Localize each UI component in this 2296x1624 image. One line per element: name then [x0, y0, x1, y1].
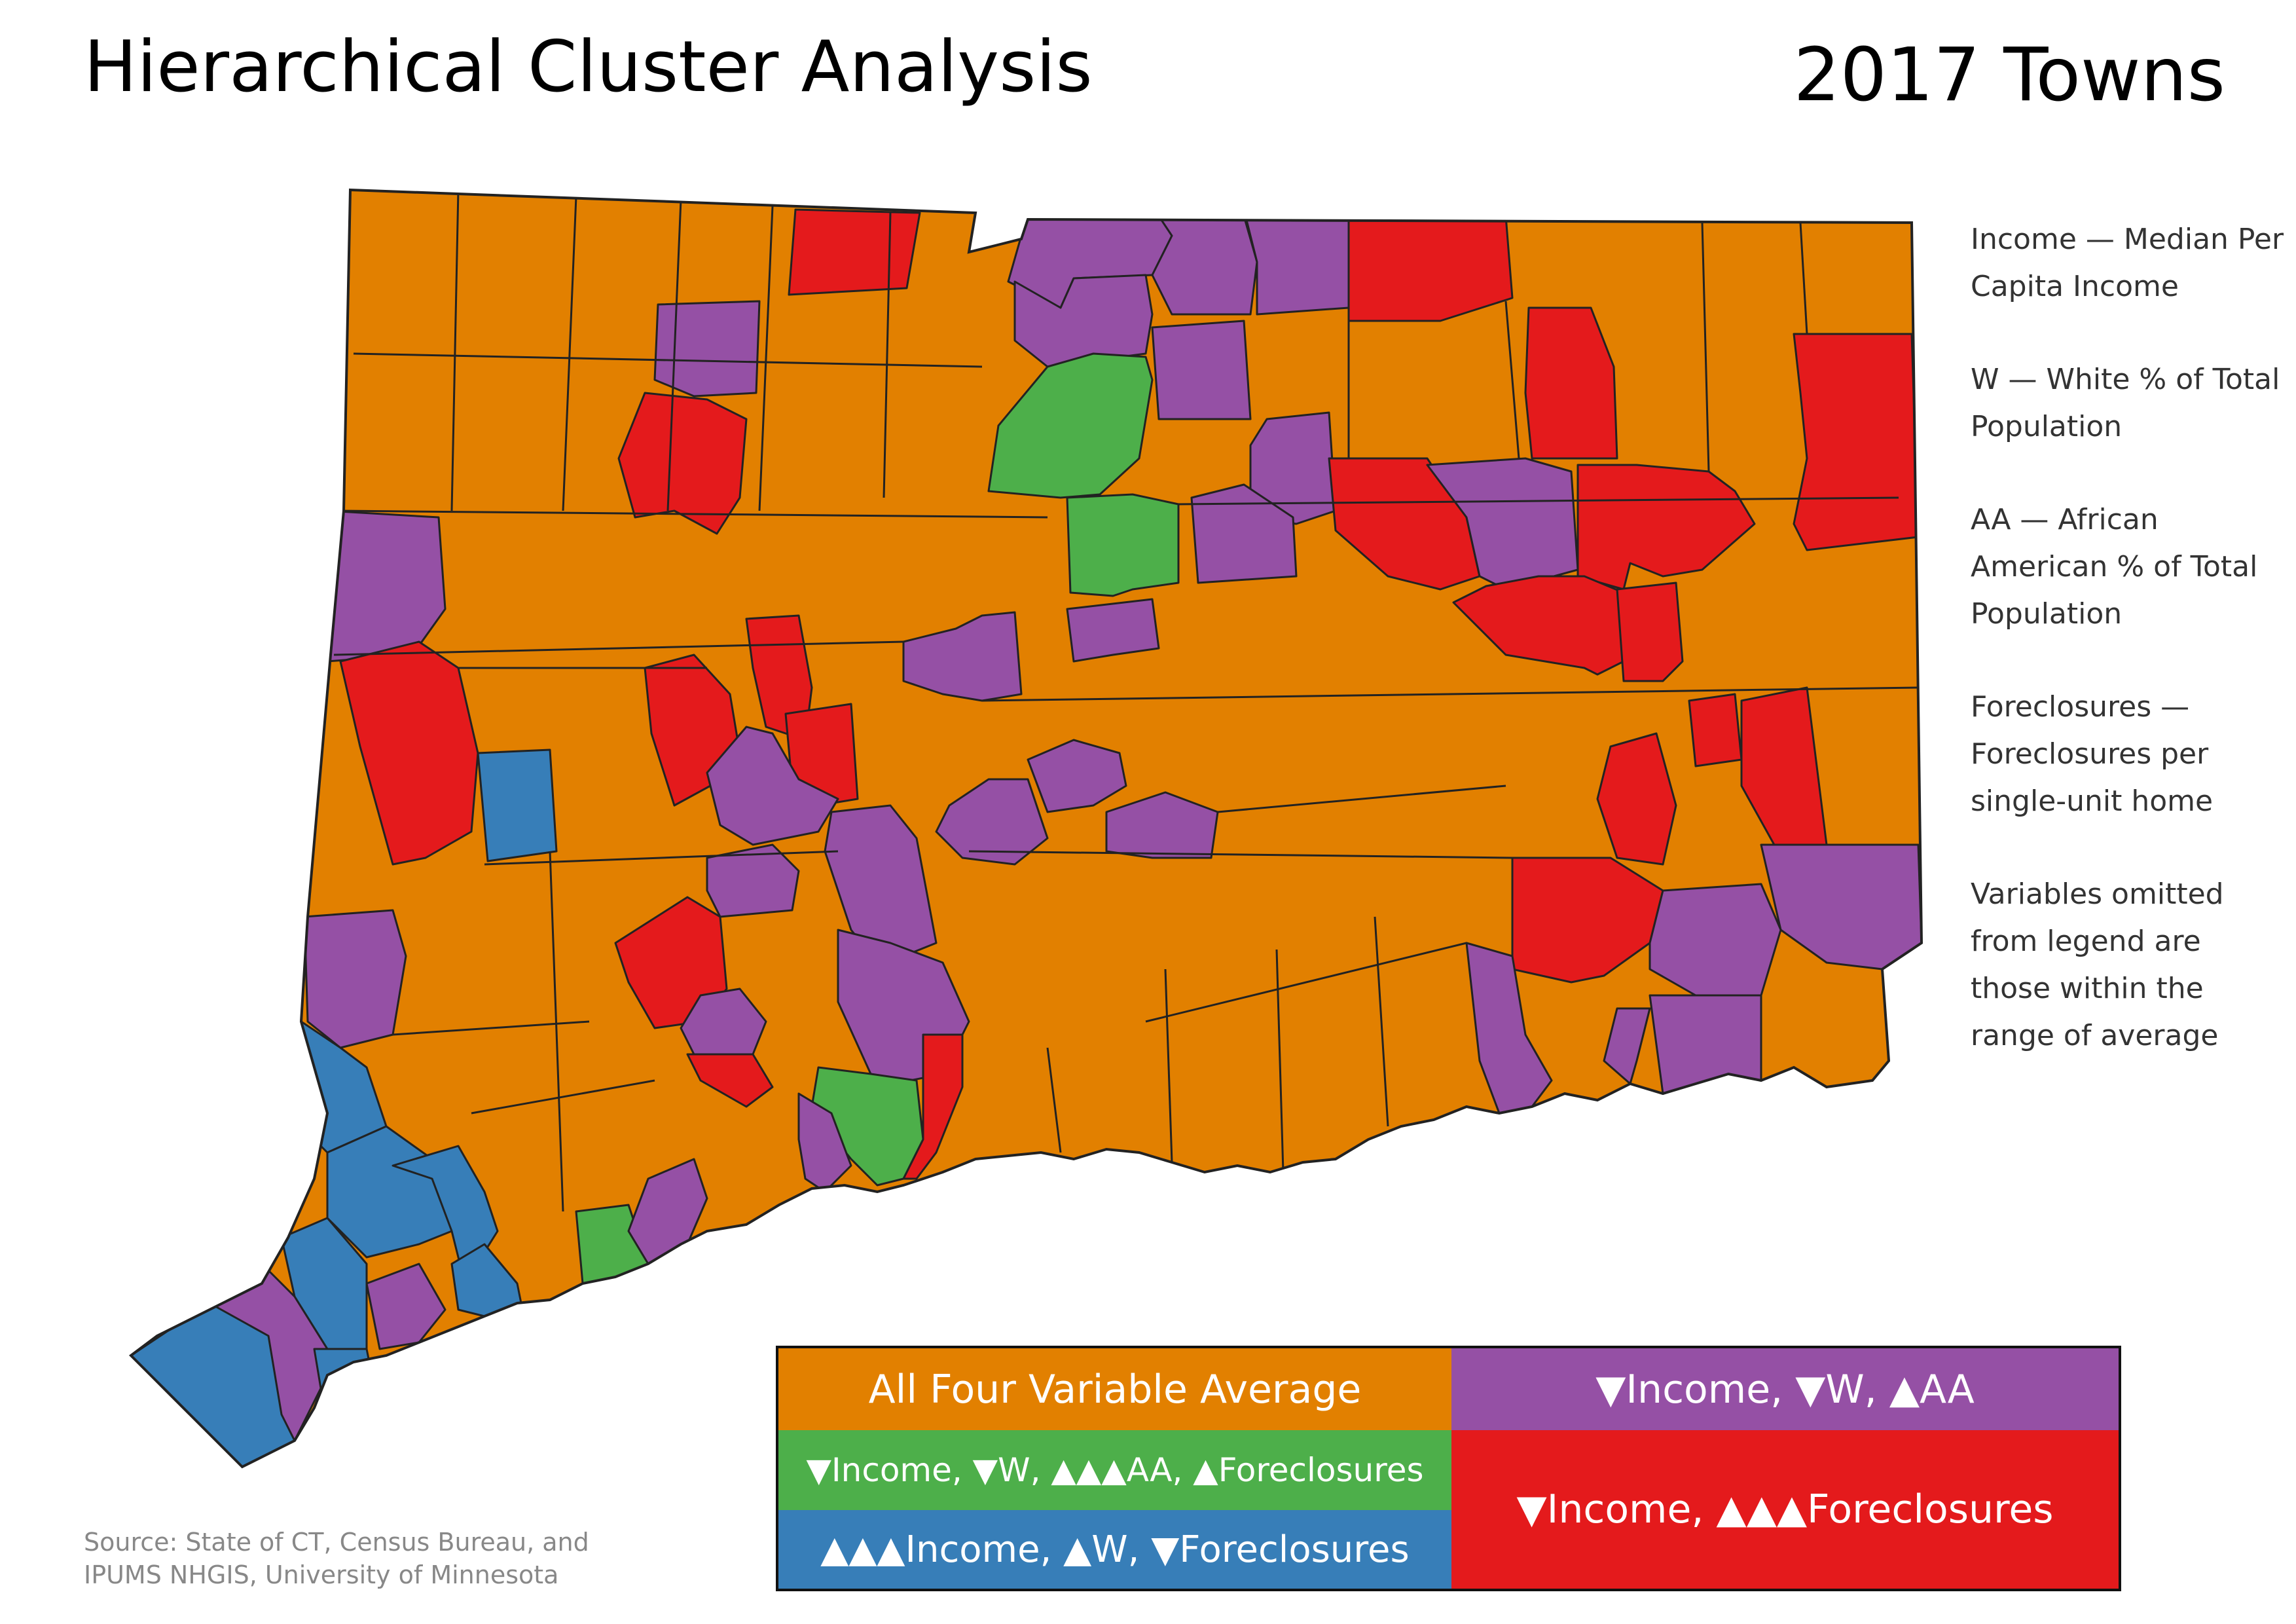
town-region: [1066, 493, 1180, 597]
town-region: [706, 726, 839, 846]
town-region: [1603, 1007, 1651, 1085]
town-boundary: [1374, 916, 1389, 1127]
cluster-legend: All Four Variable Average ▼Income, ▼W, ▲…: [776, 1346, 2121, 1591]
town-boundary: [1217, 784, 1506, 813]
town-boundary: [1799, 222, 1808, 335]
town-region: [1511, 857, 1664, 984]
town-region: [902, 611, 1023, 702]
town-region: [303, 909, 407, 1049]
note-income: Income — Median Per Capita Income: [1971, 223, 2284, 303]
note-foreclosures: Foreclosures — Foreclosures per single-u…: [1971, 690, 2214, 818]
town-region: [1066, 598, 1160, 663]
town-boundary: [1275, 949, 1285, 1173]
legend-red-cluster: ▼Income, ▲▲▲Foreclosures: [1451, 1430, 2119, 1589]
town-region: [365, 1263, 446, 1350]
town-region: [1151, 320, 1252, 420]
source-line-1: Source: State of CT, Census Bureau, and: [84, 1528, 589, 1557]
town-boundary: [450, 190, 460, 511]
town-boundary: [883, 212, 892, 498]
town-region: [1347, 215, 1514, 322]
town-region: [686, 1053, 774, 1108]
town-region: [1688, 693, 1743, 767]
legend-green-cluster: ▼Income, ▼W, ▲▲▲AA, ▲Foreclosures: [778, 1430, 1451, 1510]
town-region: [1105, 791, 1219, 859]
town-region: [1793, 333, 1920, 551]
town-region: [1027, 739, 1127, 813]
town-region: [1465, 942, 1553, 1115]
note-white: W — White % of Total Population: [1971, 363, 2280, 443]
town-boundary: [562, 196, 577, 511]
legend-blue-cluster: ▲▲▲Income, ▲W, ▼Foreclosures: [778, 1510, 1451, 1589]
town-region: [1452, 575, 1638, 676]
town-boundary: [1701, 222, 1710, 472]
town-region: [788, 208, 921, 296]
source-note: Source: State of CT, Census Bureau, and …: [84, 1526, 589, 1591]
note-african-american: AA — African American % of Total Populat…: [1971, 503, 2258, 631]
town-boundary: [1178, 496, 1899, 506]
town-boundary: [340, 509, 1048, 519]
town-region: [1616, 581, 1684, 682]
year-label: 2017 Towns: [1793, 33, 2225, 118]
legend-average: All Four Variable Average: [778, 1348, 1451, 1430]
town-region: [706, 843, 800, 918]
town-boundary: [471, 1079, 655, 1115]
town-region: [339, 640, 479, 866]
town-region: [1190, 483, 1298, 584]
town-region: [902, 1033, 964, 1180]
map-title: Hierarchical Cluster Analysis: [84, 26, 1093, 108]
town-region: [653, 300, 761, 397]
source-line-2: IPUMS NHGIS, University of Minnesota: [84, 1560, 559, 1589]
town-boundary: [1046, 1047, 1062, 1153]
town-region: [1576, 464, 1756, 591]
town-boundary: [1164, 969, 1173, 1163]
note-omitted: Variables omitted from legend are those …: [1971, 877, 2224, 1052]
town-boundary: [549, 851, 564, 1212]
town-boundary: [968, 850, 1513, 859]
town-region: [477, 748, 558, 862]
town-boundary: [1145, 942, 1467, 1023]
town-region: [1243, 208, 1350, 316]
town-region: [1151, 215, 1258, 316]
variable-notes: Income — Median Per Capita Income W — Wh…: [1971, 216, 2285, 1105]
town-region: [1649, 994, 1762, 1095]
town-region: [1524, 306, 1618, 460]
town-boundary: [981, 686, 1919, 702]
town-boundary: [484, 850, 839, 866]
legend-purple-cluster: ▼Income, ▼W, ▲AA: [1451, 1348, 2119, 1430]
town-boundary: [666, 199, 682, 511]
town-region: [617, 392, 748, 535]
town-region: [1596, 732, 1677, 866]
town-boundary: [333, 640, 904, 656]
town-region: [1649, 883, 1782, 997]
town-region: [1013, 274, 1154, 368]
town-boundary: [758, 206, 774, 511]
town-region: [1249, 411, 1337, 525]
town-boundary: [1504, 301, 1520, 459]
town-boundary: [353, 352, 983, 368]
town-region: [987, 352, 1154, 499]
